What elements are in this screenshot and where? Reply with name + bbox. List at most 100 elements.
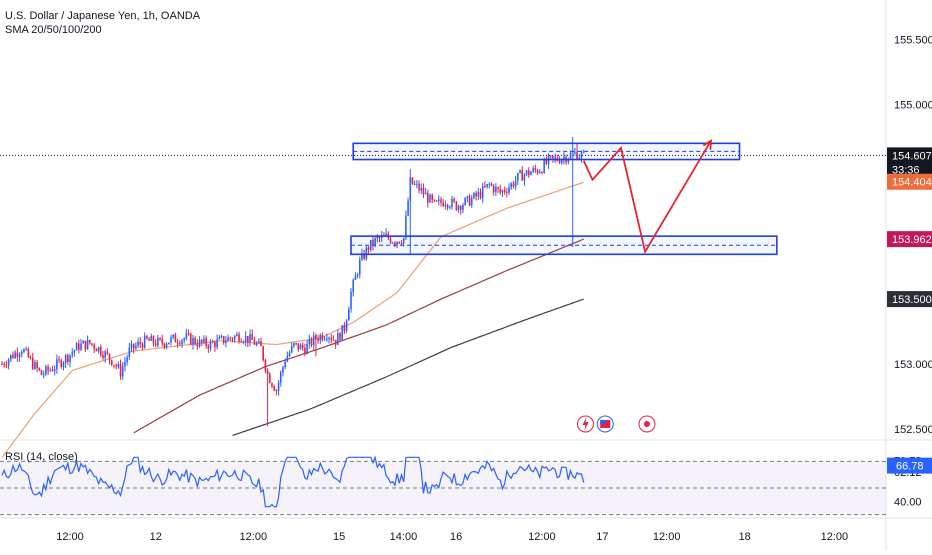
candle [571,136,574,248]
price-label-badge: 154.607 33:36 [887,147,932,178]
candle-body [332,339,335,341]
candle [56,354,58,374]
time-axis-label: 12:00 [528,531,556,543]
candle [168,342,170,345]
candle [119,359,122,380]
candle-body [464,198,466,205]
candle [385,228,387,236]
candle-body [91,343,93,345]
candle-body [233,335,236,340]
candle-body [495,187,497,193]
candle [51,365,54,372]
candle-body [385,233,387,236]
candle-body [152,336,155,344]
candle-body [60,360,63,367]
candle-body [521,170,524,181]
candle-body [536,170,539,174]
candle-body [519,170,521,174]
candle [36,360,38,372]
candle-body [352,279,354,292]
candle-body [196,344,199,347]
candle-body [312,335,315,346]
candle [64,353,67,368]
candle [113,364,115,369]
candle [60,358,63,369]
time-axis-label: 12 [150,531,162,543]
candle [89,339,91,345]
candle [218,334,221,340]
candle-body [358,259,361,275]
candle-body [563,156,565,160]
projection-path [582,140,712,255]
candle-body [330,337,333,340]
candle [7,358,10,370]
candle [304,343,306,357]
candle [416,180,418,189]
candle [200,339,203,347]
rsi-current-badge: 66.78 [887,457,932,474]
candle [198,336,201,348]
candle [310,337,313,348]
candle-body [225,341,227,343]
candle [82,340,85,344]
candle-body [492,185,495,193]
candle-body [468,196,471,206]
candle [115,363,117,370]
candle-body [89,339,91,344]
candle [266,368,269,427]
candle [34,359,36,371]
candle [429,193,431,203]
candle-body [36,362,38,368]
candle [25,346,27,351]
candle-body [356,274,359,276]
candle-body [150,336,153,341]
candle [97,346,100,354]
candle-body [530,172,532,176]
candle-body [27,348,30,358]
candle-body [321,334,324,340]
record-icon [638,415,656,433]
candle-body [58,359,60,361]
candle-body [549,155,552,157]
candle-body [255,343,258,345]
candle-body [139,341,142,345]
candle [20,349,23,358]
candle-body [277,382,280,391]
candle-body [560,159,563,163]
candle [38,367,41,372]
candle [352,278,354,297]
candle [440,196,442,207]
candle-body [181,340,183,345]
candle-body [178,343,181,345]
candle [418,180,420,194]
candle [563,152,565,165]
candle-body [409,177,412,201]
candle-body [442,202,444,207]
candle-body [266,370,269,375]
candle [466,195,469,203]
candle [490,182,493,187]
candle-body [475,192,477,197]
candle-body [374,238,376,246]
candle [407,197,409,217]
candle-body [545,160,548,164]
candle-body [51,369,54,371]
candle-body [416,183,418,185]
candle [457,204,460,214]
candle [455,200,458,211]
lightning-glyph [582,417,589,431]
candle [207,343,210,353]
candle [530,170,532,176]
candle [258,338,260,344]
candle [576,143,578,161]
candle [288,350,291,358]
candle [58,356,60,364]
price-label-bg [887,231,932,248]
candle-body [231,338,234,340]
candle [459,204,462,215]
candle-body [455,201,458,211]
candle-body [301,344,304,348]
candle [315,333,317,357]
